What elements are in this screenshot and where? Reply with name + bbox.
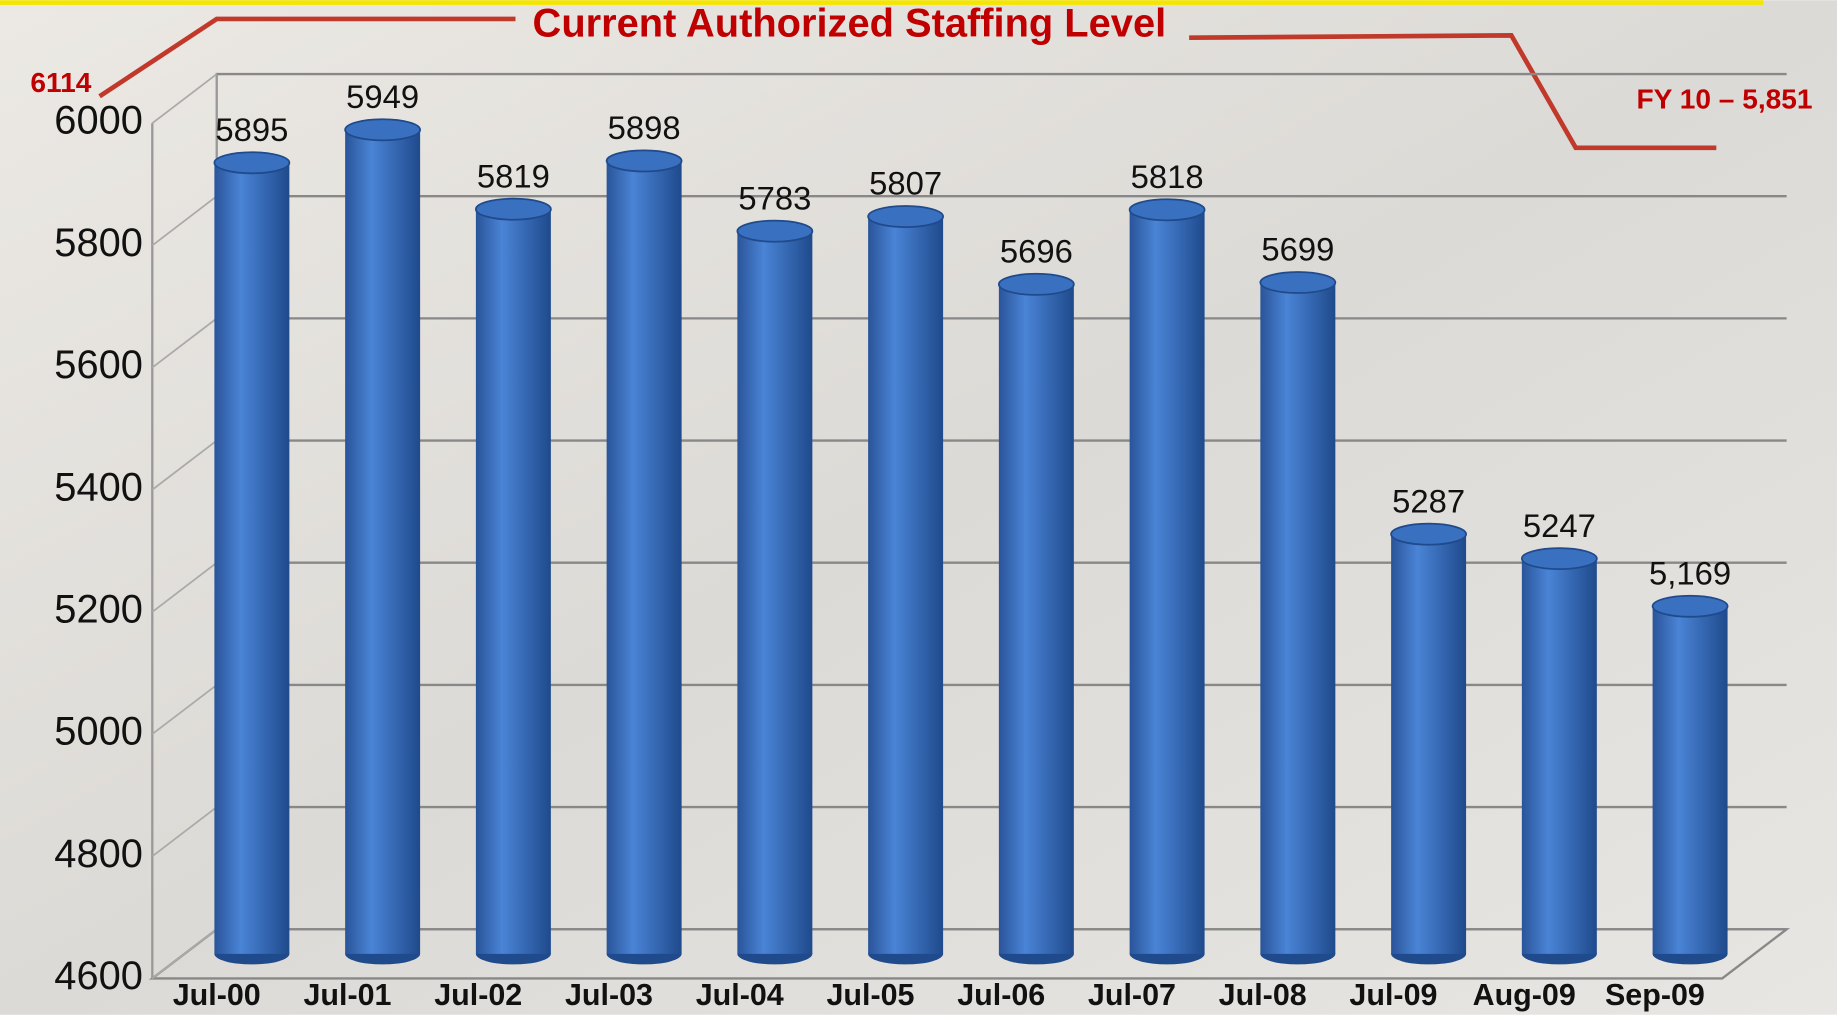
bar-top	[1390, 522, 1467, 546]
bar	[998, 284, 1074, 954]
bar-top	[867, 205, 944, 228]
bar	[1391, 534, 1467, 954]
value-label: 5,169	[1649, 554, 1731, 591]
value-label: 5807	[869, 165, 942, 202]
value-label: 5287	[1392, 482, 1465, 519]
top-stripe	[0, 0, 1764, 5]
y-tick-label: 4800	[54, 832, 143, 876]
y-tick-label: 5600	[54, 343, 143, 387]
y-tick-label: 5000	[54, 710, 143, 754]
grid-side	[151, 195, 218, 247]
x-tick-label: Aug-09	[1473, 978, 1576, 1012]
bar-top	[344, 118, 421, 142]
value-label: 5696	[1000, 233, 1073, 270]
bar-top	[736, 219, 814, 243]
bar	[1652, 606, 1728, 954]
grid-side	[151, 562, 218, 613]
x-tick-label: Jul-07	[1088, 978, 1176, 1012]
y-tick-label: 4600	[54, 954, 143, 998]
bar	[1129, 209, 1205, 954]
bar	[345, 129, 421, 954]
value-label: 5699	[1261, 231, 1334, 268]
bar-top	[1259, 271, 1337, 294]
value-label: 5247	[1523, 507, 1596, 544]
bar-top	[1128, 198, 1206, 222]
y-tick-label: 5800	[54, 221, 143, 265]
bar-top	[605, 149, 683, 173]
value-label: 5818	[1131, 158, 1204, 195]
annotation-title: Current Authorized Staffing Level	[533, 2, 1167, 46]
bar-top	[997, 272, 1075, 296]
value-label: 5783	[738, 179, 811, 216]
grid-side	[151, 928, 218, 980]
x-tick-label: Jul-08	[1219, 978, 1307, 1012]
y-tick-label: 6000	[54, 99, 143, 143]
staffing-line-left	[98, 16, 516, 99]
grid-side	[151, 317, 218, 369]
value-label: 5949	[346, 78, 419, 115]
bar-top	[213, 151, 291, 175]
grid-side	[151, 684, 218, 735]
annotation-right: FY 10 – 5,851	[1636, 83, 1812, 114]
x-tick-label: Jul-09	[1349, 978, 1437, 1012]
y-tick-label: 5200	[54, 587, 143, 631]
value-label: 5898	[608, 109, 681, 146]
bar-top	[1520, 547, 1598, 571]
bar	[1260, 282, 1336, 954]
x-tick-label: Jul-03	[565, 978, 653, 1012]
x-tick-label: Jul-05	[826, 978, 914, 1012]
value-label: 5819	[477, 157, 550, 194]
staffing-line-right	[1189, 33, 1717, 151]
x-tick-label: Jul-01	[303, 978, 391, 1012]
bar	[1521, 558, 1597, 954]
bar	[606, 160, 682, 954]
value-label: 5895	[215, 111, 288, 148]
bar	[868, 216, 944, 954]
grid-side	[151, 73, 218, 124]
x-tick-label: Jul-06	[957, 978, 1045, 1012]
x-tick-label: Jul-04	[696, 978, 784, 1012]
bar	[214, 162, 290, 954]
bar-top	[1651, 594, 1729, 618]
x-tick-label: Sep-09	[1605, 978, 1705, 1012]
grid-side	[151, 806, 218, 857]
grid-side	[151, 439, 218, 491]
annotation-left: 6114	[30, 67, 91, 98]
bar	[475, 209, 551, 954]
bar	[737, 231, 813, 954]
x-tick-label: Jul-00	[173, 978, 261, 1012]
y-tick-label: 5400	[54, 465, 143, 509]
x-tick-label: Jul-02	[434, 978, 522, 1012]
bar-top	[475, 197, 552, 221]
